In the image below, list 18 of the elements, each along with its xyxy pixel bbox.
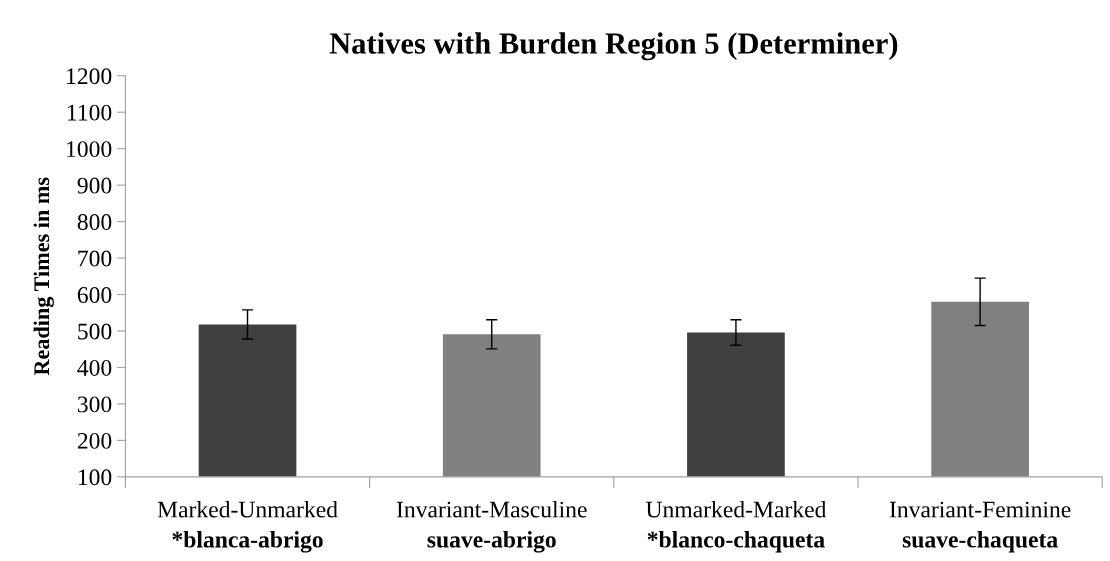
y-tick-label: 400 xyxy=(77,359,112,376)
y-tick-label: 100 xyxy=(78,469,112,486)
y-tick-label: 600 xyxy=(77,287,112,303)
chart-title: Natives with Burden Region 5 (Determiner) xyxy=(329,32,898,61)
y-tick-label: 800 xyxy=(77,214,112,231)
x-tick-label: Marked-Unmarked *blanca-abrigo xyxy=(157,500,338,553)
y-tick-label: 1100 xyxy=(67,104,112,121)
x-tick-label: Invariant-Feminine suave-chaqueta xyxy=(889,501,1071,553)
y-tick-label: 900 xyxy=(77,177,112,194)
y-tick-label: 200 xyxy=(77,432,112,449)
y-tick-label: 300 xyxy=(77,396,112,413)
x-tick-label: Invariant-Masculine suave-abrigo xyxy=(396,500,587,553)
y-tick-label: 1200 xyxy=(67,68,112,85)
y-tick-label: 1000 xyxy=(67,141,112,158)
y-tick-label: 700 xyxy=(78,250,112,267)
y-tick-label: 500 xyxy=(78,323,112,340)
x-tick-label: Unmarked-Marked *blanco-chaqueta xyxy=(645,500,827,553)
y-axis-title: Reading Times in ms xyxy=(33,177,54,376)
